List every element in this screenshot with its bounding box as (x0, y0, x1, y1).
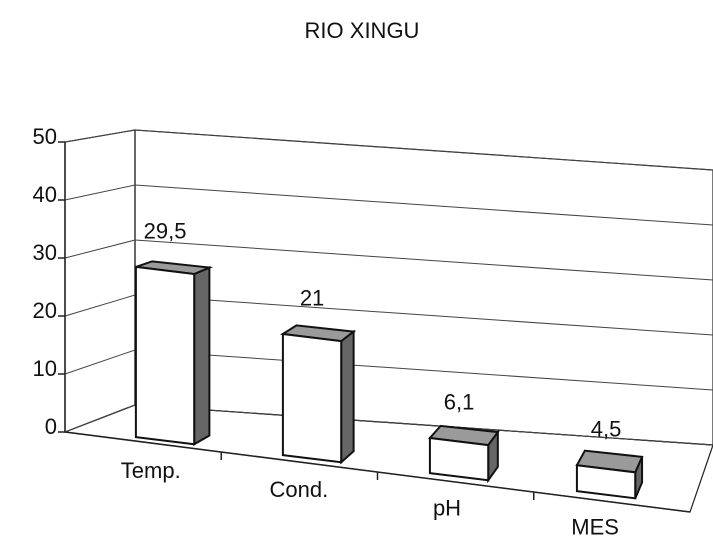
grid-line (64, 184, 713, 226)
bar-side (340, 329, 355, 465)
grid-line (64, 129, 713, 171)
value-label: 29,5 (144, 218, 187, 243)
y-tick-label: 30 (33, 240, 57, 265)
value-label: 4,5 (591, 417, 622, 442)
bar-front (428, 436, 490, 482)
y-tick-label: 10 (33, 356, 57, 381)
grid-line (64, 239, 713, 281)
y-tick-label: 0 (45, 414, 57, 439)
back-wall (134, 129, 713, 446)
x-tick-label: pH (433, 496, 461, 521)
y-tick-label: 40 (33, 182, 57, 207)
bar (427, 424, 500, 484)
x-tick-label: MES (571, 515, 619, 540)
y-tick-label: 20 (33, 298, 57, 323)
bar-front (575, 464, 637, 500)
left-wall (64, 129, 136, 433)
chart-title: RIO XINGU (305, 18, 420, 43)
bar-front (134, 265, 196, 446)
value-label: 21 (300, 285, 324, 310)
x-tick-label: Cond. (270, 477, 329, 502)
value-label: 6,1 (444, 389, 475, 414)
bar-side (193, 266, 211, 446)
bar-front (281, 332, 343, 464)
bar (134, 260, 214, 446)
bar (575, 449, 644, 500)
bar (280, 324, 357, 465)
y-tick-label: 50 (33, 124, 57, 149)
x-tick-label: Temp. (121, 458, 181, 483)
